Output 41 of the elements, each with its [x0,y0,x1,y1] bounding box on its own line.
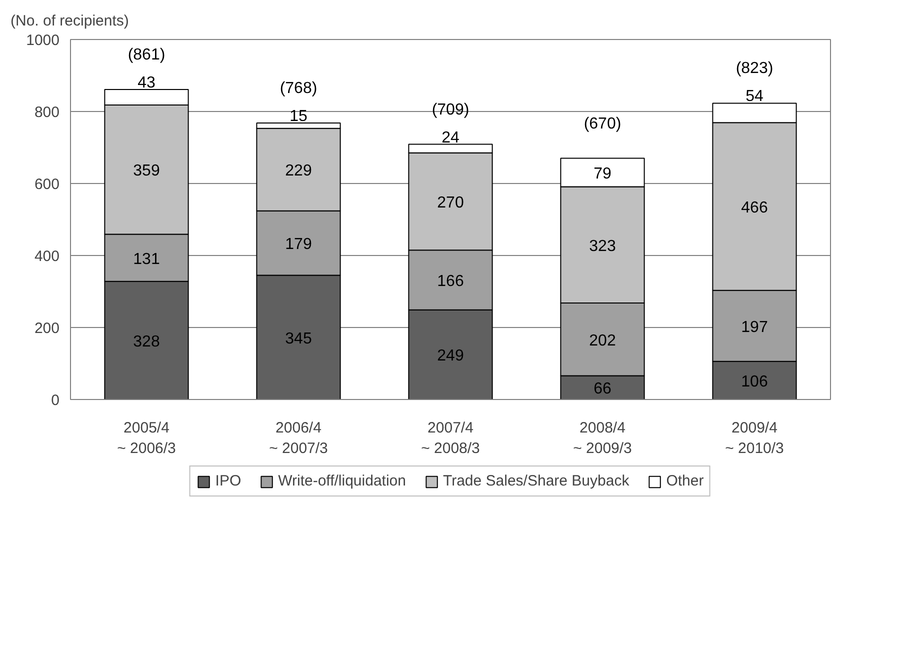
data-label: 249 [437,348,464,365]
x-tick-label: 2009/4 ~ 2010/3 [725,420,784,457]
y-tick-label: 800 [34,104,60,121]
x-tick-label: 2007/4 ~ 2008/3 [421,420,480,457]
data-label: 54 [746,88,764,106]
data-label: 43 [138,74,156,92]
data-label: 229 [285,162,312,180]
data-label: 345 [285,330,312,348]
total-label: (823) [736,60,774,78]
data-label: 166 [437,272,464,290]
y-tick-label: 1000 [26,32,60,49]
data-label: 131 [133,250,160,268]
y-tick-label: 200 [34,320,60,337]
data-label: 106 [741,373,768,390]
legend-label: Trade Sales/Share Buyback [442,472,630,490]
legend-label: Other [666,472,704,490]
x-tick-label: 2005/4 ~ 2006/3 [117,420,176,457]
data-label: 359 [133,162,160,180]
data-label: 66 [594,380,612,398]
data-label: 24 [442,129,460,146]
y-axis-title: (No. of recipients) [10,12,129,30]
total-label: (709) [432,101,470,118]
total-label: (861) [128,46,166,64]
data-label: 328 [133,333,160,350]
data-label: 15 [290,108,308,126]
y-tick-label: 600 [34,176,60,193]
legend-label: Write-off/liquidation [278,472,406,490]
x-tick-label: 2008/4 ~ 2009/3 [573,420,632,457]
y-tick-label: 400 [34,248,60,265]
data-label: 202 [589,332,616,350]
data-label: 270 [437,194,464,212]
legend-label: IPO [215,472,242,490]
total-label: (768) [280,80,318,98]
total-label: (670) [584,115,622,132]
data-label: 466 [741,200,768,217]
data-label: 179 [285,236,312,254]
data-label: 323 [589,238,616,255]
data-label: 79 [594,166,612,183]
y-tick-label: 0 [51,392,60,409]
data-label: 197 [741,318,768,336]
x-tick-label: 2006/4 ~ 2007/3 [269,420,328,457]
